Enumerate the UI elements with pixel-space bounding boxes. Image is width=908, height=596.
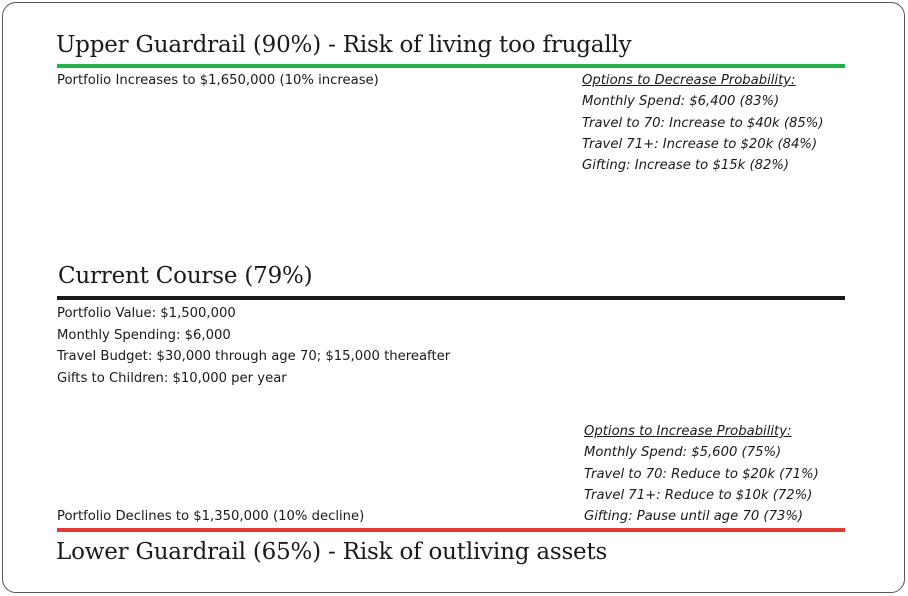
lower-trigger-text: Portfolio Declines to $1,350,000 (10% de…	[57, 509, 365, 524]
current-detail-item: Gifts to Children: $10,000 per year	[57, 370, 287, 386]
current-course-heading: Current Course (79%)	[58, 263, 313, 289]
upper-guardrail-line	[57, 64, 845, 68]
upper-option-item: Gifting: Increase to $15k (82%)	[582, 158, 790, 174]
lower-options-block: Options to Increase Probability: Monthly…	[584, 421, 819, 527]
current-details-block: Portfolio Value: $1,500,000 Monthly Spen…	[57, 303, 450, 389]
upper-option-item: Monthly Spend: $6,400 (83%)	[582, 94, 780, 110]
upper-options-block: Options to Decrease Probability: Monthly…	[582, 70, 823, 176]
lower-options-title: Options to Increase Probability:	[584, 424, 792, 439]
upper-guardrail-heading: Upper Guardrail (90%) - Risk of living t…	[56, 32, 632, 58]
lower-guardrail-line	[57, 528, 845, 532]
lower-option-item: Travel 71+: Reduce to $10k (72%)	[584, 487, 813, 503]
lower-option-item: Monthly Spend: $5,600 (75%)	[584, 445, 782, 461]
lower-option-item: Travel to 70: Reduce to $20k (71%)	[584, 466, 819, 482]
lower-guardrail-heading: Lower Guardrail (65%) - Risk of outlivin…	[56, 539, 608, 565]
upper-option-item: Travel 71+: Increase to $20k (84%)	[582, 136, 818, 152]
current-detail-item: Monthly Spending: $6,000	[57, 327, 231, 343]
upper-option-item: Travel to 70: Increase to $40k (85%)	[582, 115, 824, 131]
upper-options-title: Options to Decrease Probability:	[582, 73, 796, 88]
lower-option-item: Gifting: Pause until age 70 (73%)	[584, 509, 804, 525]
current-detail-item: Portfolio Value: $1,500,000	[57, 306, 236, 321]
upper-trigger-text: Portfolio Increases to $1,650,000 (10% i…	[57, 73, 379, 88]
current-detail-item: Travel Budget: $30,000 through age 70; $…	[57, 349, 451, 364]
current-course-line	[57, 296, 845, 300]
